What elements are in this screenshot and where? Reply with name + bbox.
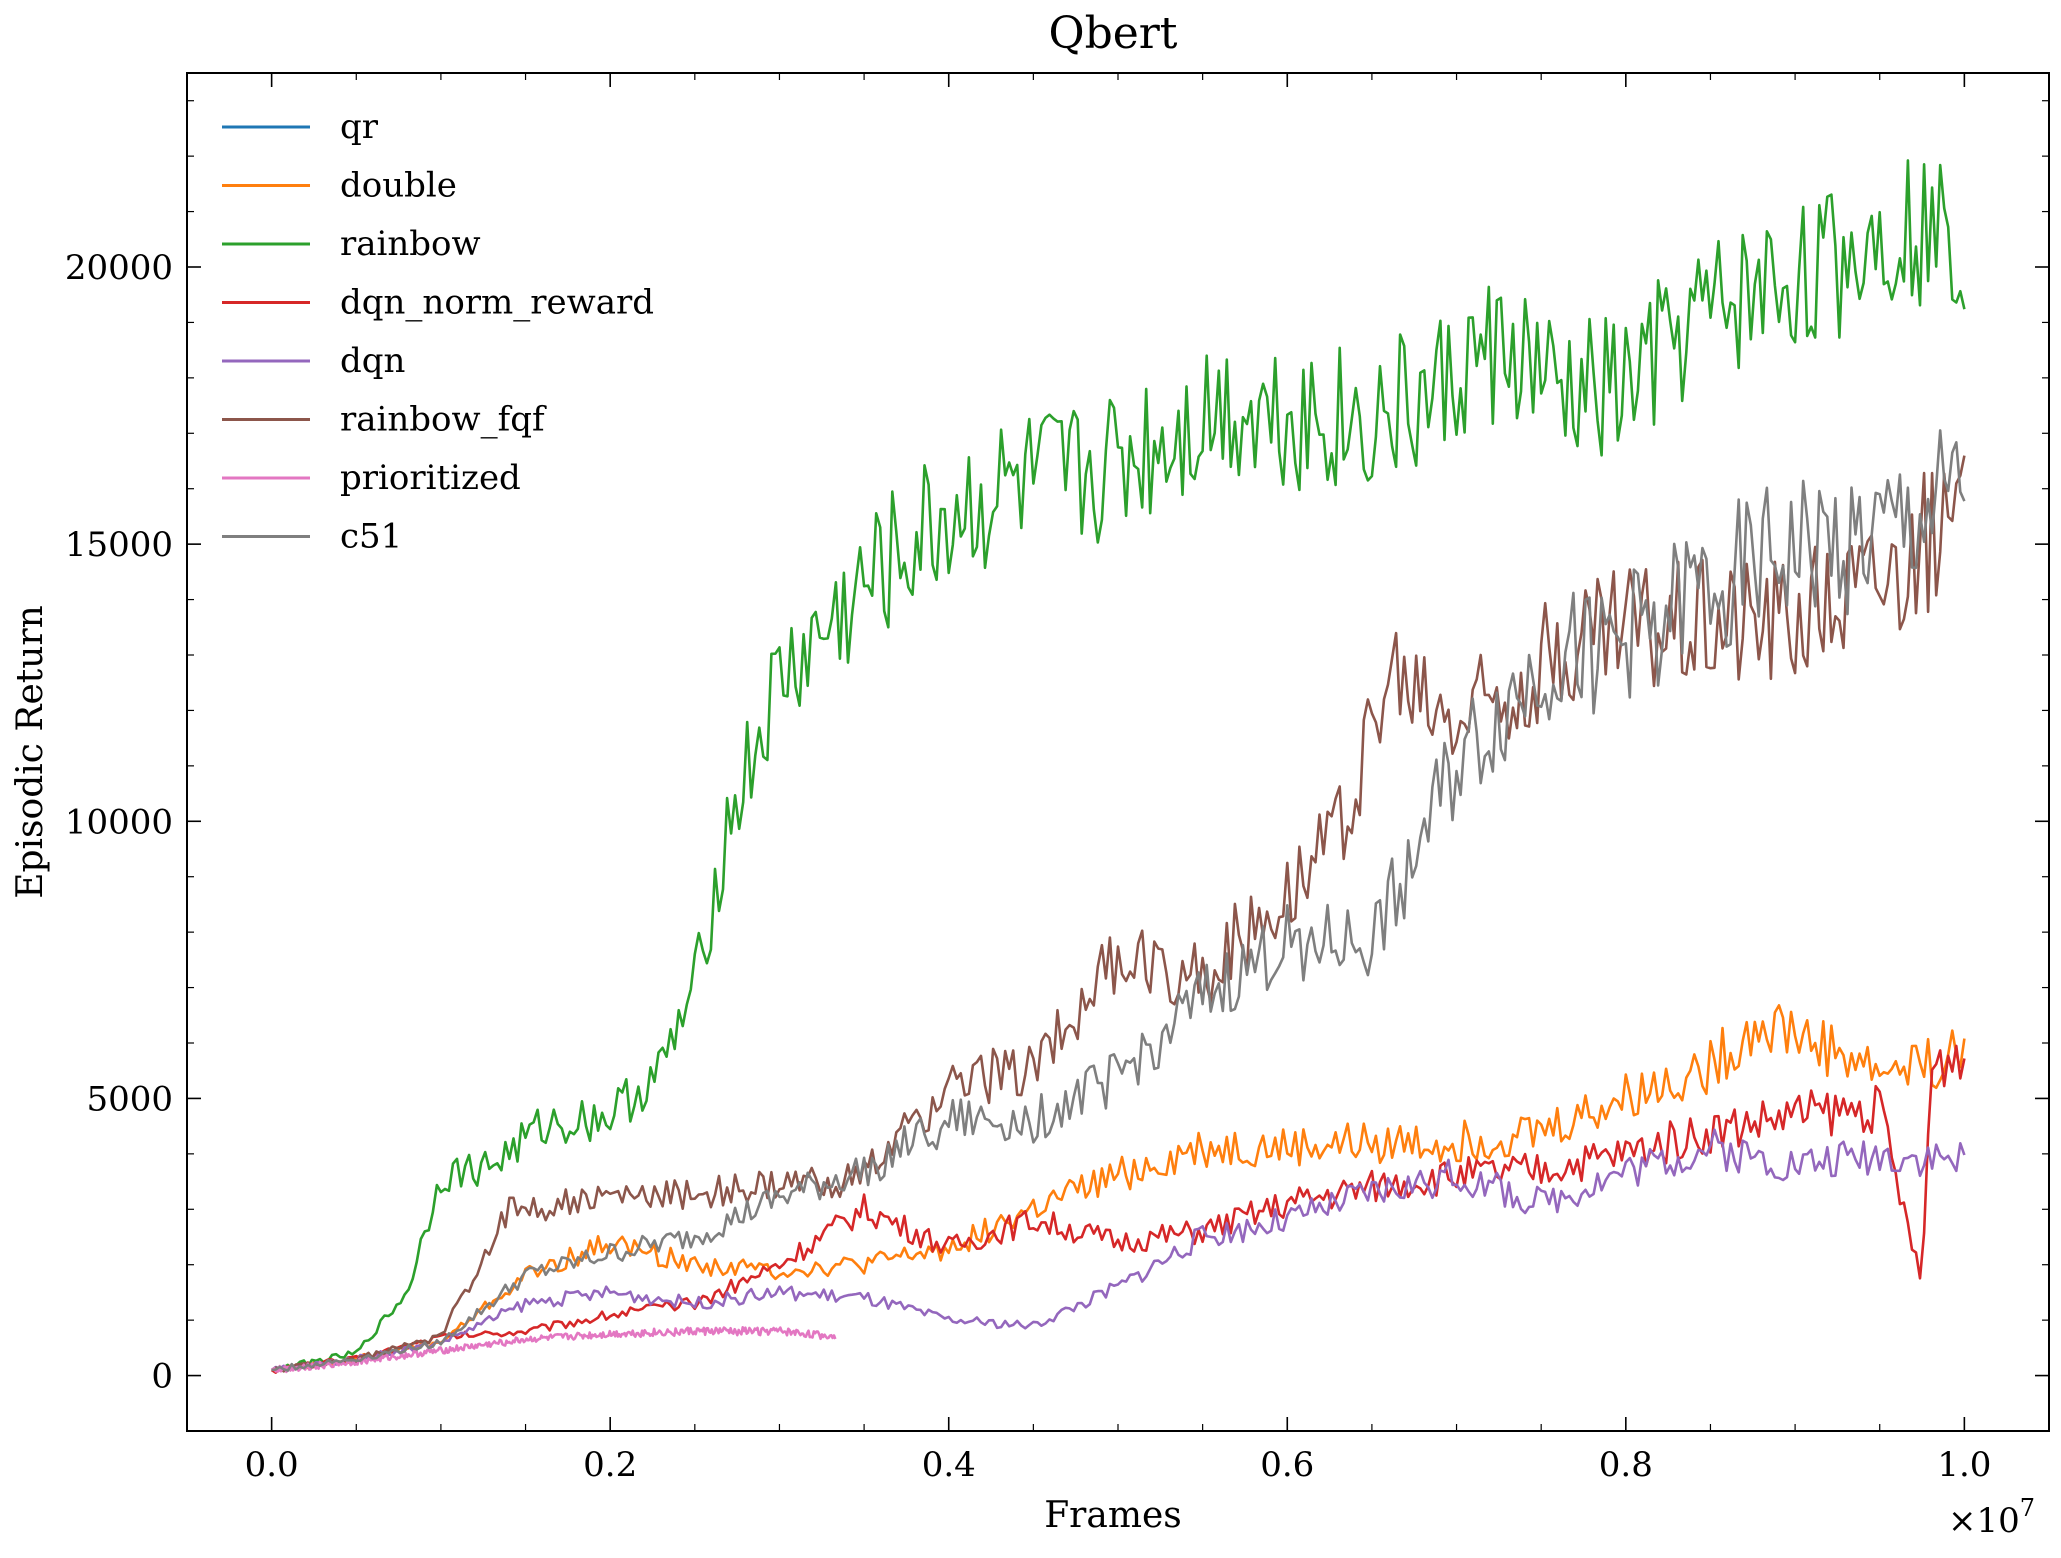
- x-tick-label: 1.0: [1937, 1445, 1991, 1485]
- series-line-dqn_norm_reward: [270, 1044, 1966, 1374]
- y-tick-label: 15000: [65, 525, 173, 565]
- series-line-rainbow: [271, 159, 1966, 1373]
- y-tick-label: 5000: [86, 1079, 173, 1119]
- legend-label-dqn_norm_reward: dqn_norm_reward: [340, 283, 654, 323]
- series-lines: [270, 159, 1966, 1374]
- x-scale-prefix: ×10: [1948, 1501, 2020, 1541]
- x-scale-multiplier: ×107: [1948, 1494, 2035, 1541]
- series-line-prioritized: [270, 1326, 837, 1374]
- legend-label-double: double: [340, 166, 457, 206]
- series-line-double: [271, 1004, 1966, 1373]
- legend-label-prioritized: prioritized: [340, 458, 521, 498]
- x-tick-label: 0.8: [1599, 1445, 1653, 1485]
- legend-label-c51: c51: [340, 517, 402, 557]
- series-line-dqn: [270, 1128, 1966, 1372]
- x-tick-label: 0.6: [1260, 1445, 1314, 1485]
- x-scale-exponent: 7: [2020, 1494, 2035, 1522]
- y-tick-label: 20000: [65, 248, 173, 288]
- y-axis-label: Episodic Return: [10, 605, 51, 899]
- y-tick-labels: 0 5000 10000 15000 20000: [65, 248, 173, 1397]
- x-tick-label: 0.2: [583, 1445, 637, 1485]
- x-tick-label: 0.4: [922, 1445, 976, 1485]
- chart-title: Qbert: [1049, 8, 1178, 59]
- y-tick-label: 0: [151, 1357, 173, 1397]
- legend-label-rainbow: rainbow: [340, 224, 481, 264]
- legend-label-qr: qr: [340, 107, 379, 147]
- x-tick-label: 0.0: [245, 1445, 299, 1485]
- x-tick-labels: 0.0 0.2 0.4 0.6 0.8 1.0: [245, 1445, 1992, 1485]
- legend-label-rainbow_fqf: rainbow_fqf: [340, 400, 547, 440]
- series-line-rainbow_fqf: [270, 455, 1966, 1373]
- series-line-c51: [271, 429, 1966, 1372]
- legend-label-dqn: dqn: [340, 341, 405, 381]
- plot-frame: [186, 72, 2050, 1432]
- x-axis-label: Frames: [1044, 1495, 1182, 1536]
- y-tick-label: 10000: [65, 802, 173, 842]
